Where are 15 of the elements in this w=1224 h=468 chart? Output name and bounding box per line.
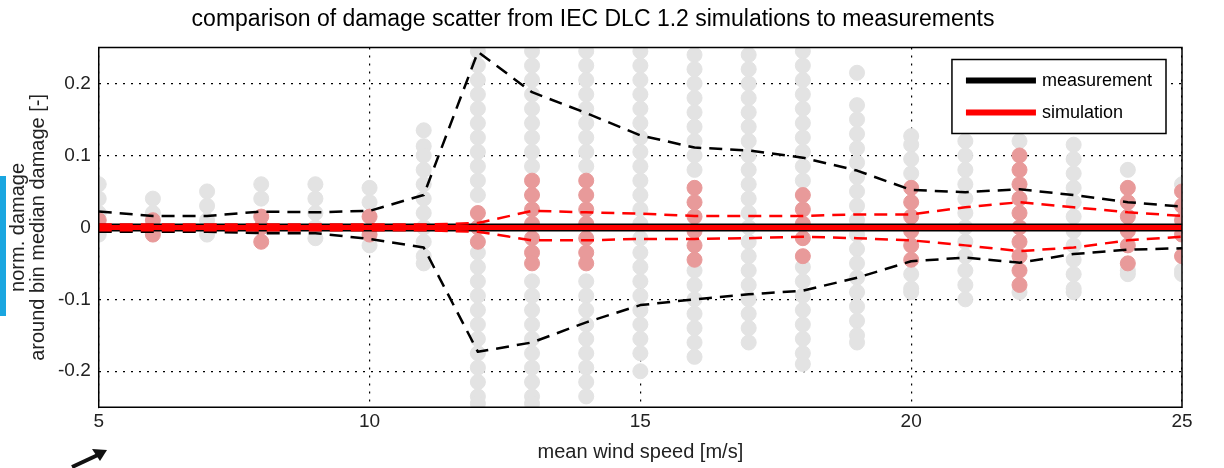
x-tick-label: 10 <box>358 409 381 431</box>
y-tick-label: -0.1 <box>57 287 91 309</box>
y-tick-label: 0.2 <box>64 71 91 93</box>
y-tick-label: 0 <box>80 215 91 237</box>
y-tick-label: 0.1 <box>64 143 91 165</box>
x-tick-label: 25 <box>1171 409 1193 431</box>
x-tick-label: 5 <box>93 409 105 431</box>
y-axis-title: norm. damage around bin median damage [-] <box>5 93 48 361</box>
legend-label: measurement <box>1041 69 1153 90</box>
chart-title: comparison of damage scatter from IEC DLC 1.2 simulations to measurements <box>191 5 995 32</box>
x-tick-label: 15 <box>629 409 651 431</box>
x-axis-title: mean wind speed [m/s] <box>537 439 744 462</box>
y-tick-label: -0.2 <box>57 359 91 381</box>
legend-label: simulation <box>1041 101 1123 122</box>
x-tick-label: 20 <box>900 409 922 431</box>
